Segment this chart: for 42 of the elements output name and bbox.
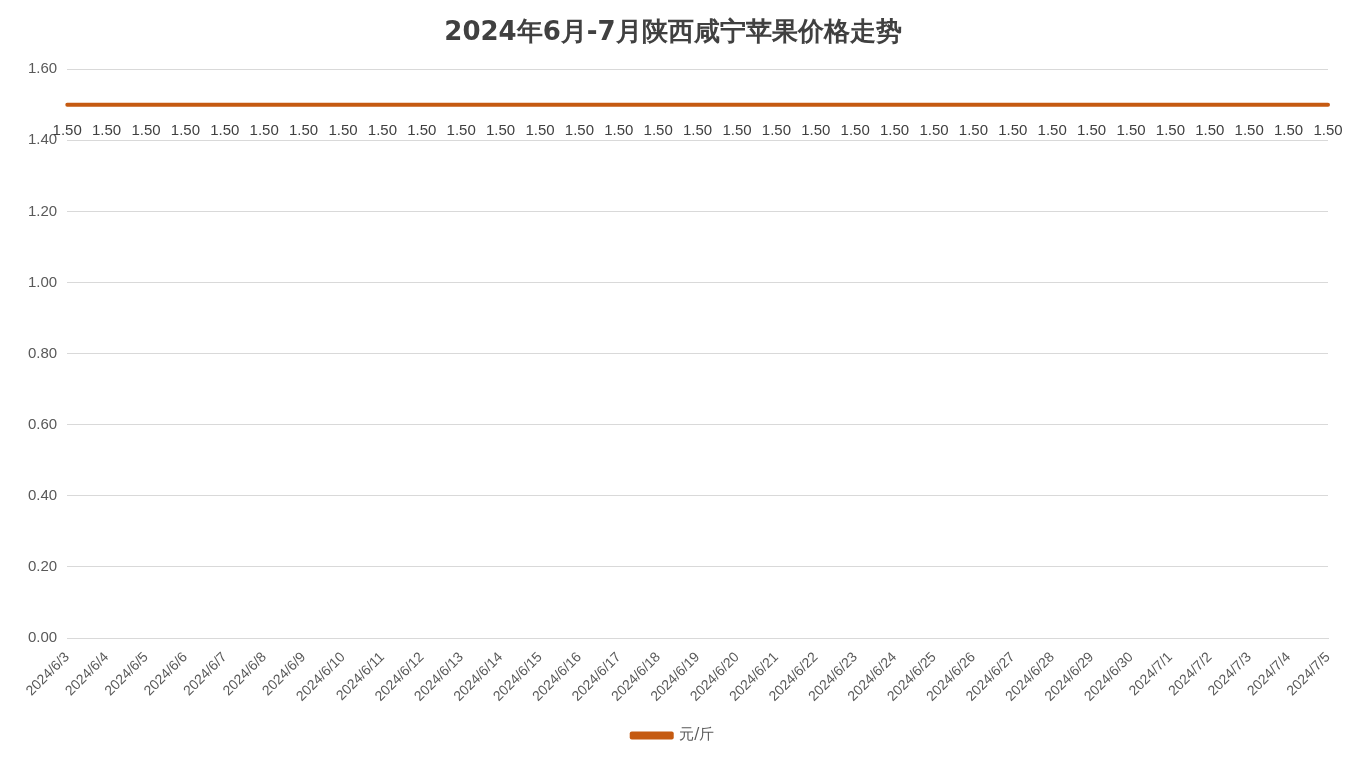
data-label: 1.50 [170, 120, 200, 138]
data-label: 1.50 [722, 120, 752, 138]
data-label: 1.50 [958, 120, 988, 138]
data-label: 1.50 [919, 120, 949, 138]
data-label: 1.50 [525, 120, 555, 138]
data-label: 1.50 [1077, 120, 1107, 138]
data-label: 1.50 [683, 120, 713, 138]
data-label: 1.50 [1234, 120, 1264, 138]
data-label: 1.50 [840, 120, 870, 138]
data-label: 1.50 [1274, 120, 1304, 138]
data-label: 1.50 [880, 120, 910, 138]
data-label: 1.50 [998, 120, 1028, 138]
data-label: 1.50 [210, 120, 240, 138]
data-label: 1.50 [91, 120, 122, 138]
data-label: 1.50 [1116, 120, 1146, 138]
data-label: 1.50 [407, 120, 437, 138]
data-label: 1.50 [1155, 120, 1185, 138]
data-label: 1.50 [446, 120, 476, 138]
y-tick-label: 0.60 [27, 414, 58, 432]
data-label: 1.50 [249, 120, 279, 138]
data-label: 1.50 [328, 120, 358, 138]
data-label: 1.50 [367, 120, 397, 138]
legend-label: 元/斤 [679, 725, 715, 744]
data-label: 1.50 [288, 120, 319, 138]
data-label: 1.50 [564, 120, 594, 138]
data-label: 1.50 [131, 120, 161, 138]
data-label: 1.50 [761, 120, 791, 138]
y-tick-label: 0.00 [27, 628, 58, 646]
data-label: 1.50 [604, 120, 634, 138]
data-label: 1.50 [643, 120, 673, 138]
y-tick-label: 1.20 [27, 201, 58, 219]
y-tick-label: 0.20 [27, 557, 58, 575]
y-tick-label: 1.00 [27, 272, 58, 290]
data-label: 1.50 [485, 120, 516, 138]
data-label: 1.50 [1313, 120, 1343, 138]
data-label: 1.50 [801, 120, 831, 138]
y-tick-label: 0.80 [27, 343, 58, 361]
y-tick-label: 1.60 [27, 59, 58, 77]
chart-title: 2024年6月-7月陕西咸宁苹果价格走势 [444, 16, 902, 47]
data-label: 1.50 [1037, 120, 1067, 138]
y-tick-label: 0.40 [27, 486, 58, 503]
data-label: 1.50 [1195, 120, 1225, 138]
